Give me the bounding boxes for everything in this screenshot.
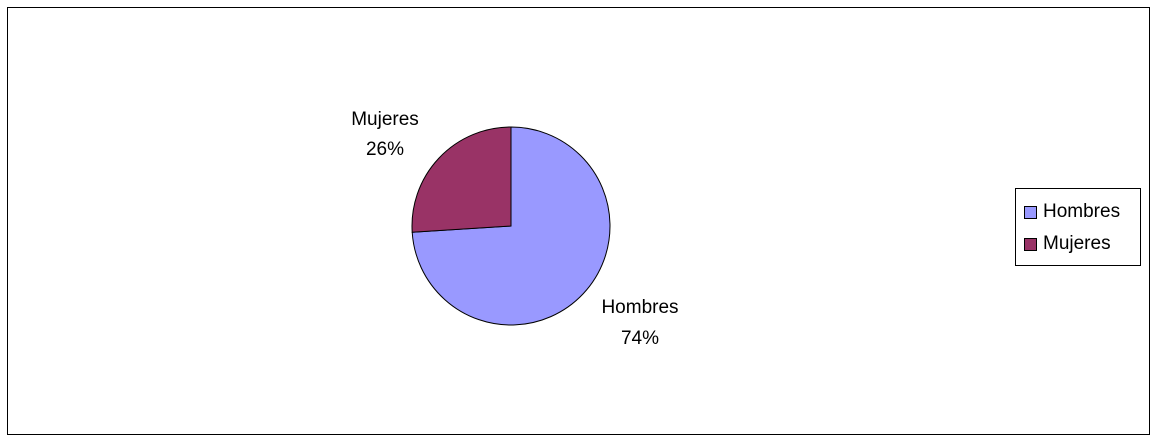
data-label-mujeres-name: Mujeres bbox=[351, 109, 419, 130]
pie-slice-mujeres bbox=[412, 127, 511, 232]
legend-label-hombres: Hombres bbox=[1043, 201, 1120, 223]
legend-swatch-mujeres bbox=[1024, 238, 1037, 251]
legend-label-mujeres: Mujeres bbox=[1043, 233, 1111, 255]
data-label-mujeres-pct: 26% bbox=[366, 139, 404, 160]
legend-item-hombres: Hombres bbox=[1024, 201, 1120, 223]
data-label-hombres-name: Hombres bbox=[601, 297, 678, 318]
legend: Hombres Mujeres bbox=[1015, 188, 1141, 266]
legend-item-mujeres: Mujeres bbox=[1024, 233, 1111, 255]
legend-swatch-hombres bbox=[1024, 206, 1037, 219]
data-label-hombres-pct: 74% bbox=[621, 328, 659, 349]
pie-slices bbox=[412, 127, 610, 325]
